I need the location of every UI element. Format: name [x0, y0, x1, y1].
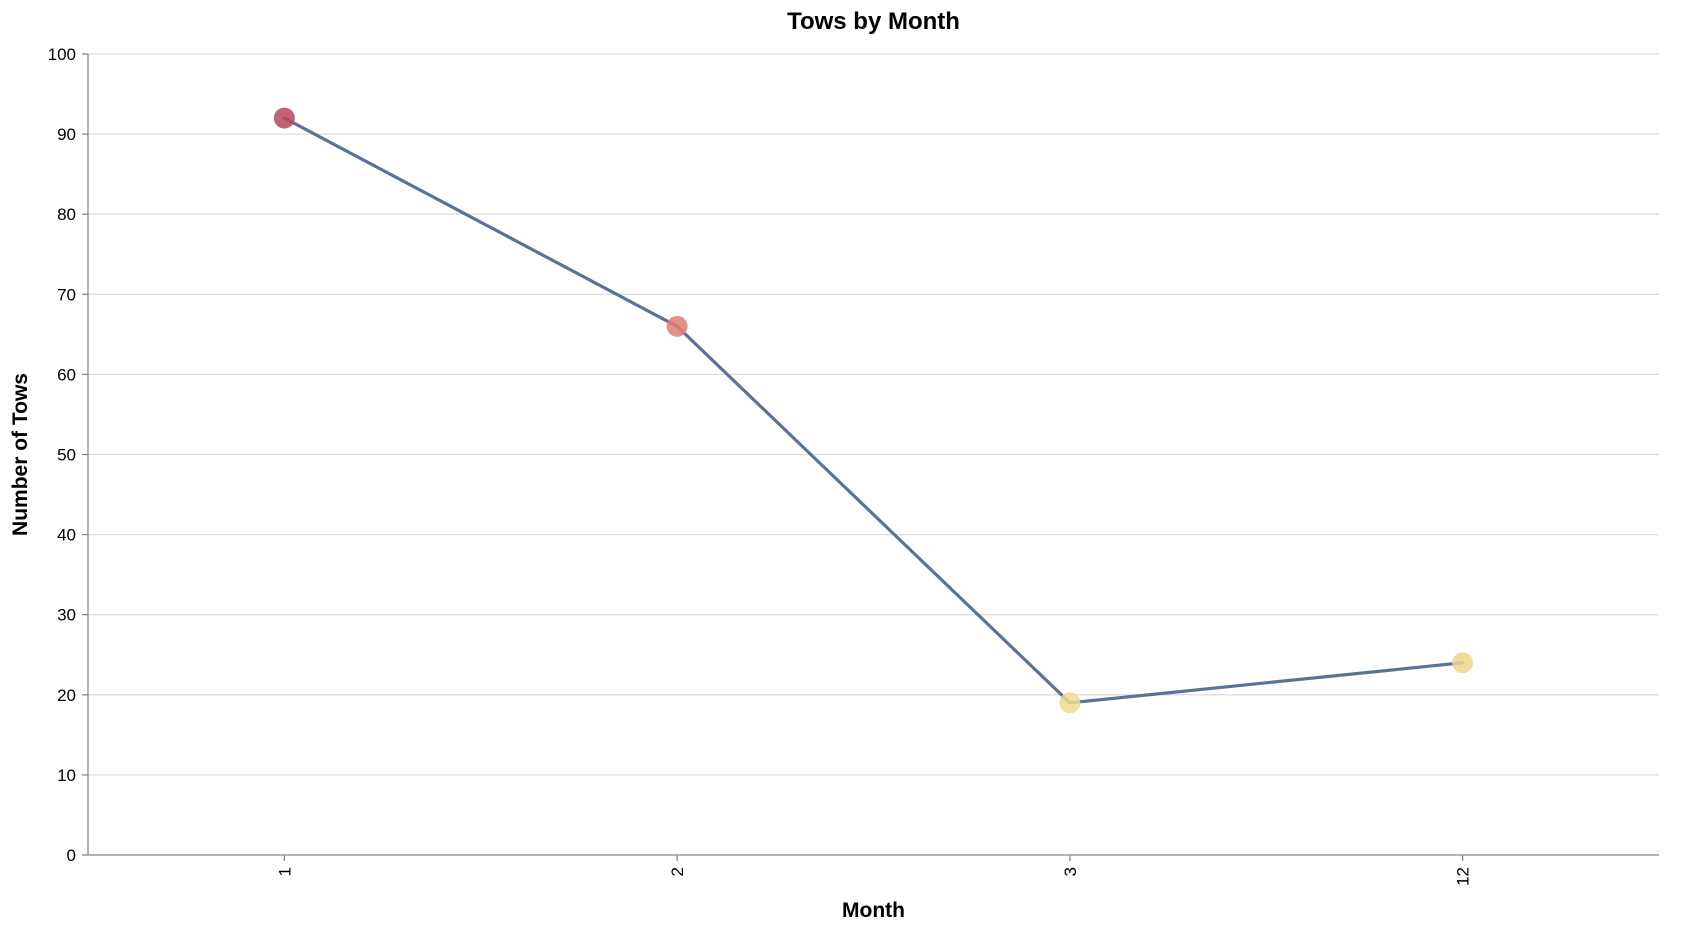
y-tick-label: 0: [67, 846, 76, 865]
y-tick-label: 30: [57, 606, 76, 625]
gridlines: [88, 53, 1659, 776]
y-tick-label: 20: [57, 686, 76, 705]
data-points: [273, 107, 1474, 714]
y-tick-label: 80: [57, 205, 76, 224]
x-axis-title: Month: [842, 899, 905, 922]
y-tick-label: 100: [48, 45, 76, 64]
y-tick-label: 90: [57, 125, 76, 144]
series-line-layer: [282, 116, 1465, 705]
y-tick-label: 50: [57, 446, 76, 465]
chart-title: Tows by Month: [787, 8, 960, 35]
x-tick-label: 12: [1454, 867, 1473, 886]
series-line: [282, 116, 1465, 705]
y-tick-label: 10: [57, 766, 76, 785]
data-point[interactable]: [666, 315, 688, 337]
y-tick-label: 40: [57, 526, 76, 545]
data-point[interactable]: [1452, 652, 1474, 674]
data-point[interactable]: [1059, 692, 1081, 714]
y-tick-label: 70: [57, 285, 76, 304]
y-tick-label: 60: [57, 365, 76, 384]
x-tick-label: 2: [668, 867, 687, 876]
x-tick-label: 3: [1061, 867, 1080, 876]
x-tick-label: 1: [275, 867, 294, 876]
y-axis-title: Number of Tows: [9, 373, 32, 536]
data-point[interactable]: [273, 107, 295, 129]
